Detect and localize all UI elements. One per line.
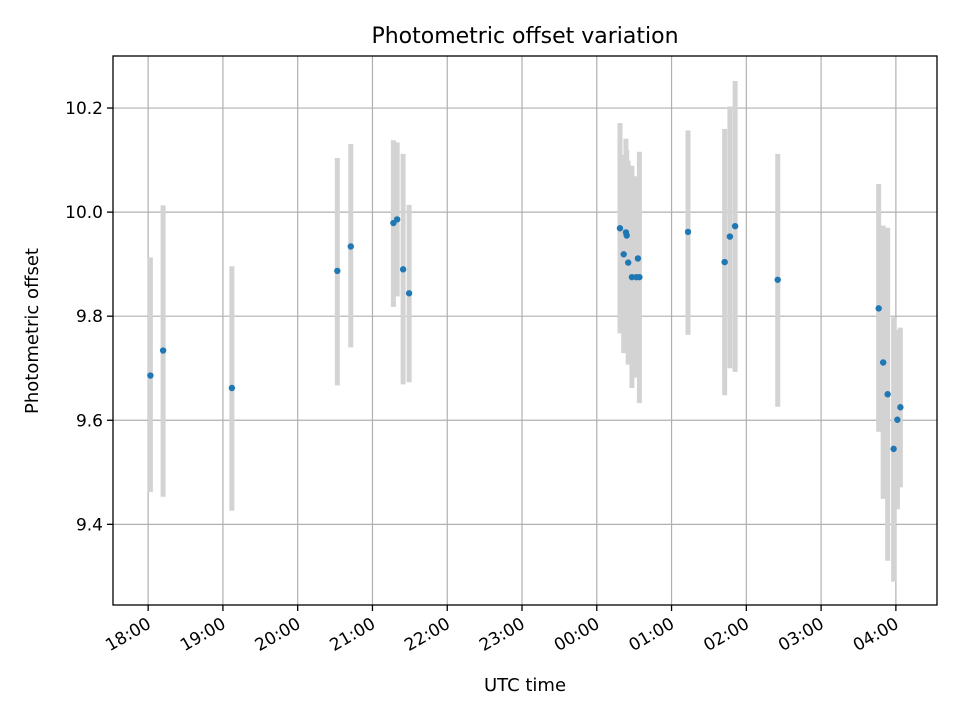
data-point [616,225,624,232]
data-point [890,445,897,453]
data-point [628,273,636,281]
data-point [726,233,734,240]
x-tick-label: 22:00 [401,614,453,656]
x-tick-label: 04:00 [850,614,902,656]
data-point [620,251,627,258]
x-tick-label: 23:00 [476,614,528,656]
data-point [405,290,413,297]
data-point [634,255,642,262]
x-tick-label: 20:00 [252,614,304,656]
data-point [347,243,354,250]
data-point [159,347,167,354]
data-point [624,259,632,266]
x-tick-label: 03:00 [775,614,827,656]
y-axis-label: Photometric offset [22,248,43,414]
grid-lines [113,56,937,605]
error-bars [147,80,903,582]
data-points [147,216,904,453]
x-tick-label: 02:00 [700,614,752,656]
data-point [147,372,154,379]
data-point [636,273,643,281]
y-tick-label: 9.8 [76,307,103,327]
y-tick-label: 10.0 [65,203,103,223]
data-point [721,258,728,266]
x-axis-label: UTC time [484,675,566,696]
data-point [393,216,401,223]
chart-title: Photometric offset variation [371,24,678,49]
plot-frame [112,55,938,606]
x-tick-label: 19:00 [177,614,229,656]
data-point [879,359,887,366]
data-point [623,232,630,239]
x-tick-label: 01:00 [626,614,678,656]
data-point [774,276,781,283]
y-tick-label: 10.2 [65,99,103,119]
data-point [334,267,341,275]
x-tick-label: 00:00 [551,614,603,656]
y-tick-label: 9.4 [76,515,103,535]
data-point [399,266,407,273]
x-tick-label: 18:00 [102,614,154,656]
data-point [731,222,739,230]
data-point [684,228,692,236]
data-point [894,416,901,423]
x-tick-label: 21:00 [327,614,379,656]
y-tick-label: 9.6 [76,411,103,431]
data-point [897,404,904,411]
data-point [228,384,236,392]
data-point [875,305,882,312]
data-point [884,391,891,398]
